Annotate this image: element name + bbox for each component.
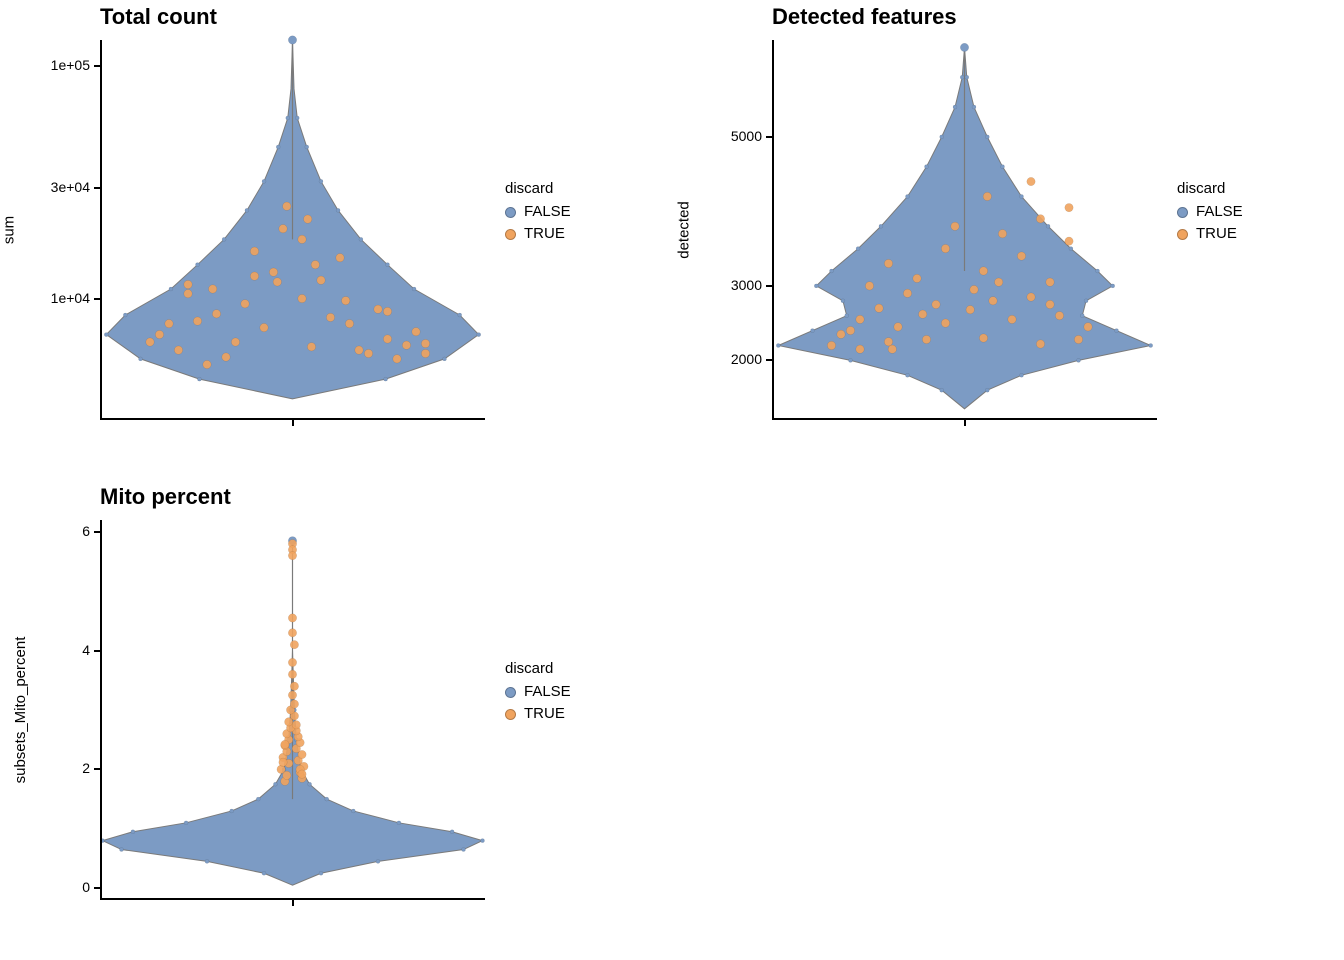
- x-tick-mark: [292, 420, 294, 426]
- legend-title: discard: [505, 180, 571, 197]
- legend-item-false: FALSE: [505, 203, 571, 221]
- y-tick-mark: [94, 887, 100, 889]
- legend-dot-true: [505, 709, 516, 720]
- y-tick-label: 5000: [672, 128, 762, 144]
- plot-frame: [772, 40, 1157, 420]
- panel-total-count: Total count sum discard FALSE TRUE 1e+04…: [0, 0, 672, 480]
- chart-grid: Total count sum discard FALSE TRUE 1e+04…: [0, 0, 1344, 960]
- plot-frame: [100, 40, 485, 420]
- plot-frame: [100, 520, 485, 900]
- y-tick-mark: [94, 298, 100, 300]
- legend-item-true: TRUE: [1177, 225, 1243, 243]
- y-tick-mark: [94, 650, 100, 652]
- legend-item-false: FALSE: [1177, 203, 1243, 221]
- legend-dot-false: [505, 687, 516, 698]
- x-tick-mark: [964, 420, 966, 426]
- legend-dot-false: [505, 207, 516, 218]
- y-tick-label: 4: [0, 642, 90, 658]
- legend-item-true: TRUE: [505, 705, 571, 723]
- legend-dot-true: [505, 229, 516, 240]
- panel-detected-features: Detected features detected discard FALSE…: [672, 0, 1344, 480]
- y-tick-label: 2: [0, 760, 90, 776]
- x-tick-mark: [292, 900, 294, 906]
- legend: discard FALSE TRUE: [1177, 180, 1243, 247]
- y-tick-mark: [94, 187, 100, 189]
- y-tick-label: 3e+04: [0, 179, 90, 195]
- y-tick-mark: [766, 285, 772, 287]
- legend-title: discard: [505, 660, 571, 677]
- y-tick-mark: [766, 359, 772, 361]
- y-tick-label: 0: [0, 879, 90, 895]
- panel-empty: [672, 480, 1344, 960]
- legend-title: discard: [1177, 180, 1243, 197]
- legend-item-false: FALSE: [505, 683, 571, 701]
- y-tick-mark: [94, 65, 100, 67]
- y-tick-label: 1e+05: [0, 57, 90, 73]
- legend-label: FALSE: [524, 683, 571, 701]
- legend-dot-false: [1177, 207, 1188, 218]
- legend-item-true: TRUE: [505, 225, 571, 243]
- legend-label: FALSE: [1196, 203, 1243, 221]
- y-tick-label: 1e+04: [0, 290, 90, 306]
- y-tick-label: 6: [0, 523, 90, 539]
- panel-mito-percent: Mito percent subsets_Mito_percent discar…: [0, 480, 672, 960]
- y-tick-mark: [94, 768, 100, 770]
- legend-dot-true: [1177, 229, 1188, 240]
- y-tick-label: 3000: [672, 277, 762, 293]
- y-tick-mark: [766, 136, 772, 138]
- legend-label: FALSE: [524, 203, 571, 221]
- legend: discard FALSE TRUE: [505, 660, 571, 727]
- legend-label: TRUE: [524, 705, 565, 723]
- legend: discard FALSE TRUE: [505, 180, 571, 247]
- legend-label: TRUE: [1196, 225, 1237, 243]
- y-tick-label: 2000: [672, 351, 762, 367]
- y-tick-mark: [94, 531, 100, 533]
- legend-label: TRUE: [524, 225, 565, 243]
